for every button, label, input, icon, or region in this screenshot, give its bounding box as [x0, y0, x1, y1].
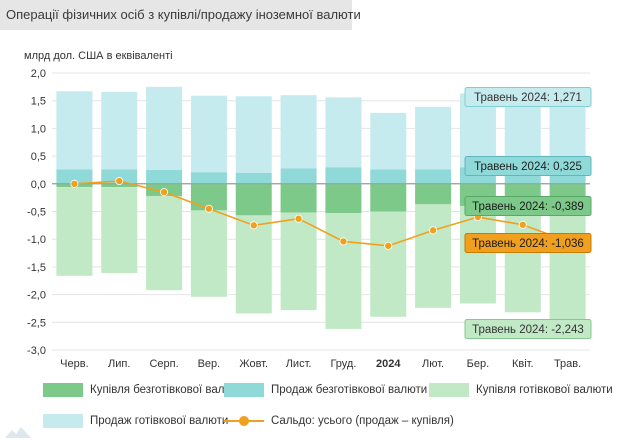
bar-cashless-sale: [325, 167, 362, 184]
y-tick-label: -1,0: [27, 234, 46, 246]
bar-cash-sale: [504, 95, 541, 168]
balance-point: [429, 226, 438, 235]
bar-cash-purchase: [549, 205, 586, 330]
balance-point: [249, 221, 258, 230]
bar-cash-purchase: [235, 215, 272, 314]
x-tick-label: Лист.: [286, 358, 312, 370]
balance-point: [294, 214, 303, 223]
bar-cash-sale: [415, 106, 452, 170]
x-tick-label: Жовт.: [239, 358, 268, 370]
bar-cashless-sale: [415, 169, 452, 184]
y-tick-label: -3,0: [27, 345, 46, 357]
bar-cashless-purchase: [101, 183, 138, 188]
logo-icon: [5, 427, 31, 438]
bar-cash-purchase: [280, 212, 317, 311]
annotation-callout: Травень 2024: -2,243: [464, 319, 592, 339]
bar-cashless-sale: [101, 169, 138, 184]
y-tick-label: -2,5: [27, 317, 46, 329]
bar-cash-sale: [280, 95, 317, 169]
bar-cash-sale: [370, 112, 407, 170]
x-tick-label: 2024: [376, 358, 401, 370]
y-tick-label: 0,0: [31, 179, 46, 191]
annotation-box: [464, 319, 592, 339]
x-tick-label: Лют.: [422, 358, 444, 370]
y-tick-label: 1,5: [31, 96, 46, 108]
annotation-label: Травень 2024: 0,325: [474, 161, 582, 173]
bar-cash-sale: [146, 86, 183, 170]
title-bar: Операції фізичних осіб з купівлі/продажу…: [0, 0, 361, 30]
balance-point: [518, 220, 527, 229]
x-tick-label: Серп.: [149, 358, 178, 370]
bar-cash-sale: [235, 96, 272, 173]
balance-point: [384, 241, 393, 250]
annotation-callout: Травень 2024: 1,271: [464, 87, 592, 107]
annotation-box: [464, 87, 592, 107]
annotation-box: [464, 196, 592, 216]
annotation-callout: Травень 2024: -0,389: [464, 196, 592, 216]
bar-cashless-sale: [56, 169, 93, 184]
bar-cash-purchase: [146, 195, 183, 291]
bar-cashless-sale: [370, 169, 407, 184]
y-axis-label: млрд дол. США в еквіваленті: [24, 50, 173, 62]
bar-cashless-sale: [146, 169, 183, 184]
bar-cash-purchase: [370, 211, 407, 317]
bar-cash-purchase: [325, 213, 362, 329]
x-tick-label: Трав.: [554, 358, 581, 370]
annotation-callout: Травень 2024: 0,325: [464, 156, 592, 176]
bar-cashless-purchase: [280, 183, 317, 213]
y-tick-label: 2,0: [31, 68, 46, 80]
x-tick-label: Груд.: [330, 358, 356, 370]
y-tick-label: -1,5: [27, 262, 46, 274]
bar-cash-purchase: [415, 204, 452, 308]
bar-cash-sale: [101, 91, 138, 170]
bar-cashless-purchase: [325, 183, 362, 214]
annotation-label: Травень 2024: 1,271: [474, 92, 582, 104]
bar-cash-sale: [325, 97, 362, 168]
bar-cash-purchase: [459, 205, 496, 304]
annotation-label: Травень 2024: -1,036: [472, 238, 584, 250]
y-tick-label: 0,5: [31, 151, 46, 163]
annotation-label: Травень 2024: -2,243: [472, 324, 584, 336]
balance-point: [115, 177, 124, 186]
x-tick-label: Вер.: [198, 358, 221, 370]
x-tick-label: Квіт.: [512, 358, 534, 370]
y-tick-label: 1,0: [31, 123, 46, 135]
bar-cash-sale: [549, 95, 586, 166]
balance-line: [74, 180, 568, 247]
bar-cash-purchase: [56, 187, 93, 276]
annotation-label: Травень 2024: -0,389: [472, 201, 584, 213]
annotation-box: [464, 156, 592, 176]
balance-point: [339, 237, 348, 246]
bar-cashless-sale: [190, 172, 227, 184]
balance-point: [70, 179, 79, 188]
bar-cashless-sale: [280, 168, 317, 184]
x-tick-label: Лип.: [108, 358, 130, 370]
bar-cash-purchase: [190, 210, 227, 297]
bar-cashless-purchase: [235, 183, 272, 216]
balance-point: [204, 204, 213, 213]
chart-title: Операції фізичних осіб з купівлі/продажу…: [6, 7, 361, 22]
bar-cash-purchase: [101, 187, 138, 273]
bar-cash-sale: [190, 95, 227, 173]
bar-cashless-purchase: [415, 183, 452, 205]
y-tick-label: -2,0: [27, 290, 46, 302]
bar-cashless-sale: [235, 172, 272, 184]
x-tick-label: Черв.: [60, 358, 88, 370]
balance-point: [160, 188, 169, 197]
y-tick-label: -0,5: [27, 207, 46, 219]
x-tick-label: Бер.: [467, 358, 490, 370]
annotation-callout: Травень 2024: -1,036: [464, 233, 592, 253]
bar-cash-sale: [56, 91, 93, 170]
annotation-box: [464, 233, 592, 253]
bar-cashless-purchase: [370, 183, 407, 212]
